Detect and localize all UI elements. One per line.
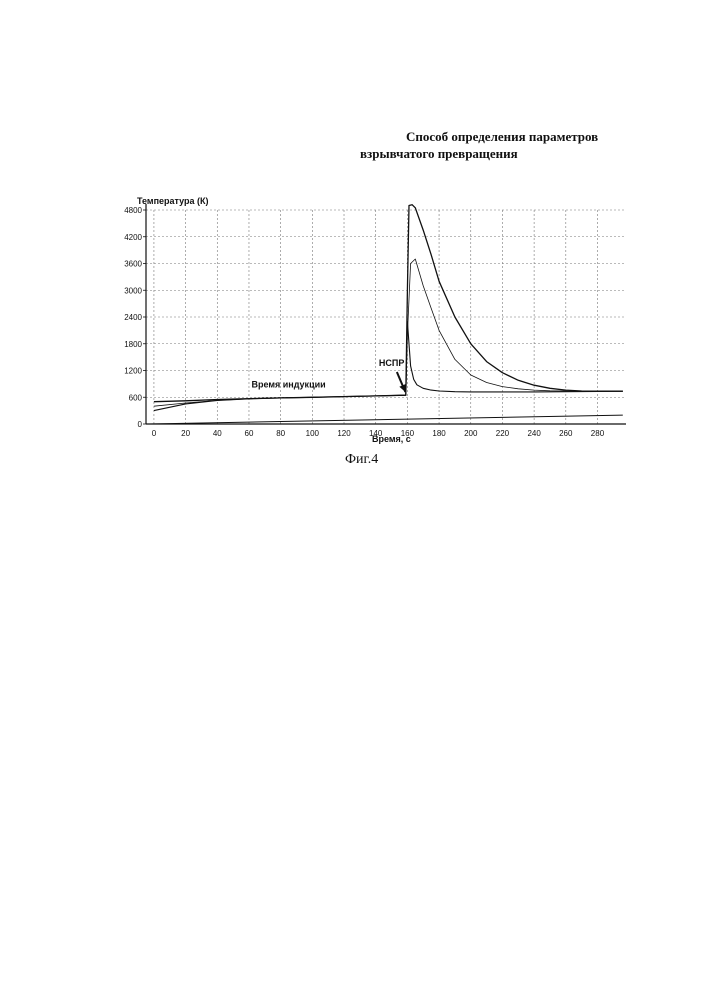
- x-axis-label: Время, с: [372, 434, 411, 444]
- y-tick-label: 4800: [124, 206, 142, 215]
- y-tick-label: 4200: [124, 233, 142, 242]
- y-tick-label: 1200: [124, 367, 142, 376]
- x-tick-label: 60: [245, 429, 254, 438]
- x-tick-label: 120: [337, 429, 351, 438]
- x-tick-label: 80: [276, 429, 285, 438]
- temperature-time-chart: 0 600 1200 1800 2400 3000 3600 4200 4800 0 20 40 60 8…: [0, 0, 707, 470]
- induction-time-label: Время индукции: [251, 379, 325, 389]
- y-tick-label: 2400: [124, 313, 142, 322]
- y-tick-label: 600: [129, 393, 143, 402]
- series-line-4: [149, 415, 623, 424]
- y-axis-label: Температура (К): [137, 196, 209, 206]
- x-tick-label: 20: [181, 429, 190, 438]
- x-tick-label: 40: [213, 429, 222, 438]
- x-tick-label: 240: [527, 429, 541, 438]
- x-tick-label: 260: [559, 429, 573, 438]
- chart-series: [149, 205, 623, 424]
- nspr-label: НСПР: [379, 358, 404, 368]
- x-tick-label: 200: [464, 429, 478, 438]
- x-tick-label: 220: [496, 429, 510, 438]
- y-tick-label: 0: [138, 420, 143, 429]
- y-tick-label: 1800: [124, 340, 142, 349]
- series-line-2: [154, 259, 623, 406]
- y-tick-label: 3600: [124, 260, 142, 269]
- x-tick-label: 100: [306, 429, 320, 438]
- figure-caption: Фиг.4: [345, 452, 378, 468]
- x-tick-label: 180: [432, 429, 446, 438]
- x-tick-label: 280: [591, 429, 605, 438]
- x-tick-label: 0: [152, 429, 157, 438]
- y-tick-label: 3000: [124, 286, 142, 295]
- series-line-1: [154, 205, 623, 402]
- chart-annotations: Время индукции НСПР: [251, 358, 405, 392]
